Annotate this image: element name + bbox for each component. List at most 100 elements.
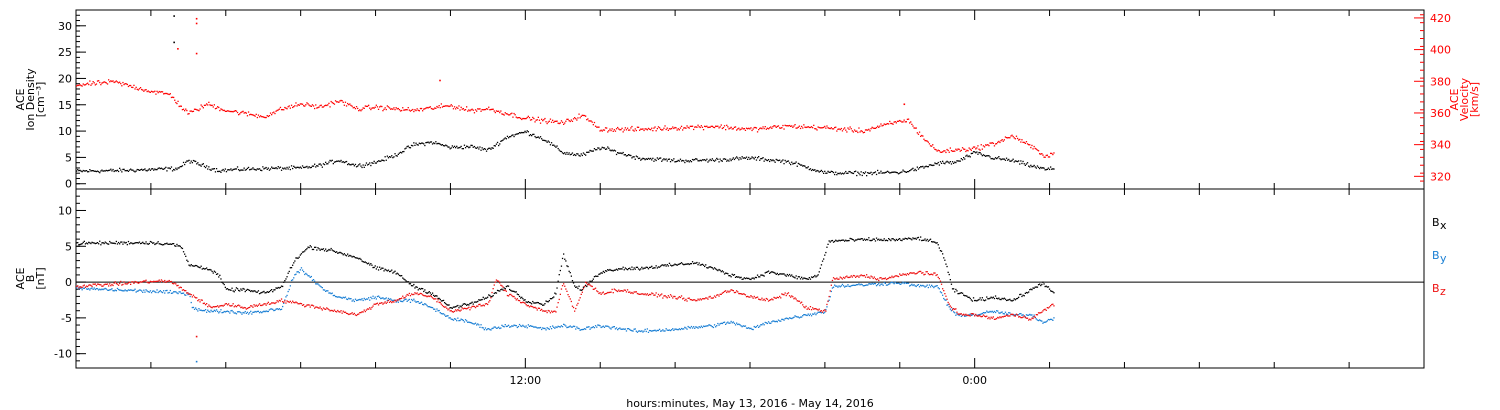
data-point-by — [1037, 319, 1040, 322]
data-point-density — [534, 135, 536, 138]
data-point-by — [702, 325, 705, 327]
data-point-by — [679, 328, 682, 331]
data-point-bz — [619, 290, 621, 292]
data-point-bz — [738, 292, 740, 295]
data-point-by — [564, 324, 566, 326]
data-point-velocity — [788, 124, 791, 127]
data-point-velocity — [249, 114, 251, 116]
data-point-velocity — [600, 129, 602, 131]
data-point-by — [569, 325, 571, 327]
data-point-bx — [223, 283, 225, 286]
data-point-density — [751, 156, 753, 158]
data-point-bx — [166, 242, 168, 244]
data-point-density — [803, 165, 805, 167]
data-point-bx — [912, 237, 914, 239]
data-point-by — [718, 324, 720, 326]
data-point-bx — [1050, 290, 1052, 292]
data-point-by — [793, 316, 795, 318]
data-point-by — [770, 322, 772, 324]
data-point-bx — [299, 254, 301, 256]
data-point-density — [711, 158, 713, 160]
data-point-bz — [655, 292, 657, 294]
data-point-by — [774, 321, 776, 323]
data-point-bz — [469, 309, 471, 311]
data-point-bz — [1003, 315, 1005, 317]
data-point-velocity — [293, 106, 295, 108]
data-point-by — [292, 279, 294, 281]
data-point-velocity — [203, 104, 206, 106]
data-point-velocity — [164, 92, 166, 95]
data-point-velocity — [676, 129, 678, 131]
data-point-bz — [386, 301, 388, 303]
data-point-bz — [286, 300, 288, 302]
data-point-bx — [278, 287, 280, 289]
data-point-density — [544, 139, 546, 142]
data-point-velocity — [805, 126, 807, 129]
data-point-bz — [166, 280, 168, 283]
data-point-velocity — [798, 125, 801, 127]
data-point-by — [187, 293, 189, 296]
data-point-bz — [643, 293, 645, 296]
data-point-bz — [545, 310, 547, 312]
data-point-density — [472, 146, 474, 148]
data-point-by — [781, 318, 783, 320]
data-point-by — [660, 330, 662, 332]
data-point-density — [447, 146, 449, 148]
data-point-bx — [382, 267, 384, 269]
data-point-density — [491, 147, 493, 149]
data-point-by — [642, 331, 644, 333]
data-point-bz — [100, 284, 102, 286]
data-point-density — [325, 161, 327, 163]
data-point-bz — [1031, 317, 1033, 319]
data-point-bx — [574, 285, 576, 287]
data-point-velocity — [575, 118, 577, 120]
data-point-velocity — [374, 106, 376, 108]
data-point-density — [848, 170, 850, 173]
data-point-bx — [1029, 289, 1031, 291]
data-point-bz — [579, 297, 581, 299]
data-point-velocity — [748, 127, 750, 129]
data-point-bz — [316, 306, 318, 308]
data-point-bz — [153, 280, 155, 282]
data-point-bx — [894, 240, 896, 242]
data-point-bz — [697, 298, 699, 300]
data-point-velocity — [517, 117, 520, 119]
data-point-bz — [204, 304, 207, 306]
data-point-velocity — [219, 109, 221, 112]
data-point-density — [228, 169, 230, 171]
data-point-bx — [315, 246, 317, 248]
data-point-bx — [721, 270, 723, 272]
data-point-bz — [408, 292, 410, 295]
data-point-density — [265, 166, 267, 169]
data-point-velocity — [752, 128, 754, 130]
data-point-bz — [553, 310, 555, 312]
data-point-density — [896, 172, 899, 174]
data-point-bz — [375, 303, 377, 305]
data-point-density — [556, 145, 558, 147]
data-point-density — [116, 169, 119, 171]
data-point-by — [852, 284, 855, 286]
data-point-velocity — [782, 124, 784, 127]
data-point-bz — [371, 306, 373, 309]
data-point-bz — [201, 299, 203, 301]
data-point-density — [1005, 157, 1008, 159]
data-point-velocity — [446, 105, 448, 107]
data-point-bx — [799, 278, 802, 280]
data-point-density — [613, 149, 615, 151]
data-point-by — [350, 298, 352, 300]
data-point-density — [704, 159, 706, 161]
data-point-by — [509, 326, 511, 328]
data-point-density — [93, 170, 95, 172]
data-point-bz — [1043, 309, 1045, 311]
data-point-bz — [727, 290, 729, 292]
data-point-bx — [235, 287, 238, 289]
outlier-point — [195, 17, 198, 20]
data-point-by — [907, 282, 910, 284]
data-point-density — [471, 144, 473, 147]
data-point-bx — [599, 273, 601, 275]
data-point-by — [106, 289, 109, 291]
data-point-velocity — [990, 142, 992, 144]
data-point-density — [233, 168, 235, 170]
data-point-by — [981, 312, 983, 315]
data-point-bz — [610, 291, 612, 293]
